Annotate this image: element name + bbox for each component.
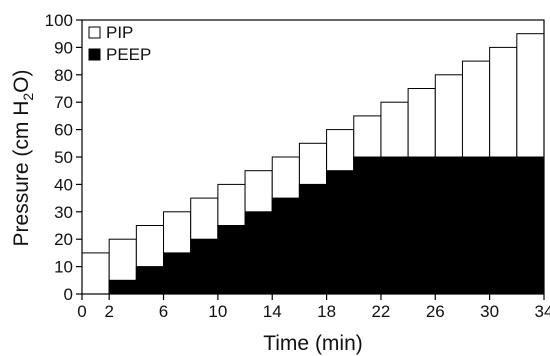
y-tick-label-0: 0 [64,285,73,304]
y-axis-title-subscript: 2 [20,93,36,101]
peep-bar-14 [461,156,491,295]
y-tick-label-10: 10 [54,258,73,277]
peep-bar-9 [326,170,355,295]
y-axis-title-end: O) [10,70,33,93]
peep-bar-7 [271,197,300,295]
y-tick-label-90: 90 [54,38,73,57]
x-tick-label-10: 10 [208,302,227,321]
y-tick-label-50: 50 [54,148,73,167]
peep-bar-1 [108,279,137,295]
x-tick-label-14: 14 [263,302,282,321]
peep-bar-16 [516,156,545,295]
legend-label-peep: PEEP [106,45,151,64]
peep-bar-4 [190,238,219,295]
y-tick-label-40: 40 [54,175,73,194]
y-tick-label-60: 60 [54,121,73,140]
peep-bar-13 [434,156,463,295]
peep-bar-10 [353,156,382,295]
x-tick-label-18: 18 [317,302,336,321]
peep-bar-12 [407,156,436,295]
x-tick-label-0: 0 [77,302,86,321]
x-tick-label-22: 22 [371,302,390,321]
y-axis-title-main: Pressure (cm H [10,101,33,247]
peep-bar-15 [489,156,518,295]
y-tick-label-80: 80 [54,66,73,85]
x-tick-label-26: 26 [426,302,445,321]
legend: PIP PEEP [88,23,151,64]
peep-bar-3 [163,252,192,295]
x-axis-title: Time (min) [263,332,363,355]
legend-swatch-peep [88,48,101,61]
y-tick-label-70: 70 [54,93,73,112]
x-tick-label-6: 6 [159,302,168,321]
y-tick-label-100: 100 [45,11,73,30]
peep-bar-2 [135,266,165,295]
x-tick-label-2: 2 [104,302,113,321]
pip-bar-0 [81,252,110,295]
x-tick-label-30: 30 [480,302,499,321]
legend-swatch-pip [88,26,101,39]
y-tick-label-20: 20 [54,230,73,249]
bars-layer [81,33,545,295]
x-tick-label-34: 34 [535,302,550,321]
peep-bar-8 [298,183,328,295]
legend-label-pip: PIP [106,23,133,42]
peep-bar-11 [380,156,409,295]
y-tick-label-30: 30 [54,203,73,222]
peep-bar-6 [244,211,273,295]
peep-bar-5 [217,225,246,295]
y-axis-title: Pressure (cm H2O) [10,70,36,247]
